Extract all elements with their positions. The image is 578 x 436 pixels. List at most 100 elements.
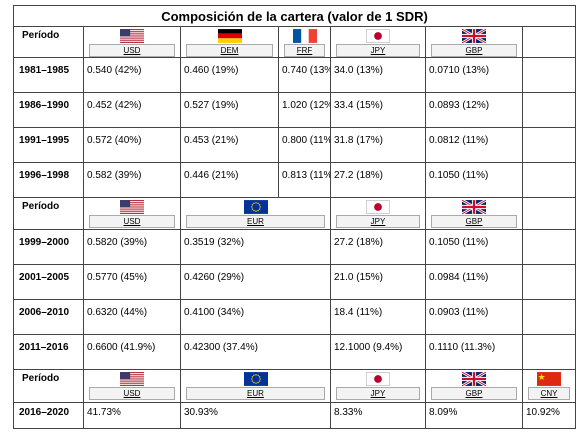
currency-code[interactable]: GBP (431, 215, 517, 228)
period-cell: 1996–1998 (13, 162, 84, 198)
flag (462, 200, 486, 214)
value-cell: 0.1050 (11%) (425, 229, 523, 265)
empty-cell (521, 334, 577, 370)
value-cell: 0.813 (11%) (278, 162, 331, 198)
data-row: 1986–1990 0.452 (42%) 0.527 (19%) 1.020 (12… (13, 92, 577, 128)
currency-header: EUR (180, 197, 331, 230)
flag (244, 200, 268, 214)
flag (120, 372, 144, 386)
value-cell: 41.73% (83, 402, 181, 429)
value-cell: 0.446 (21%) (180, 162, 279, 198)
empty-cell (521, 264, 577, 300)
data-row: 1999–2000 0.5820 (39%) 0.3519 (32%) 27.2 (1… (13, 229, 577, 265)
header-row: Período USD DEM FRF JPY GBP (13, 26, 577, 58)
value-cell: 0.1110 (11.3%) (425, 334, 523, 370)
value-cell: 0.582 (39%) (83, 162, 181, 198)
value-cell: 0.0812 (11%) (425, 127, 523, 163)
value-cell: 34.0 (13%) (330, 57, 426, 93)
currency-header: GBP (425, 197, 523, 230)
value-cell: 0.0710 (13%) (425, 57, 523, 93)
currency-code[interactable]: JPY (336, 215, 420, 228)
currency-code[interactable]: USD (89, 44, 175, 57)
period-cell: 1999–2000 (13, 229, 84, 265)
empty-cell (521, 92, 577, 128)
empty-cell (521, 127, 577, 163)
flag (366, 372, 390, 386)
value-cell: 0.4260 (29%) (180, 264, 331, 300)
currency-header: GBP (425, 26, 523, 58)
currency-code[interactable]: JPY (336, 44, 420, 57)
currency-code[interactable]: USD (89, 215, 175, 228)
currency-header: DEM (180, 26, 279, 58)
flag (293, 29, 317, 43)
flag (537, 372, 561, 386)
value-cell: 0.0984 (11%) (425, 264, 523, 300)
currency-code[interactable]: USD (89, 387, 175, 400)
value-cell: 1.020 (12%) (278, 92, 331, 128)
data-row: 2001–2005 0.5770 (45%) 0.4260 (29%) 21.0 (1… (13, 264, 577, 300)
value-cell: 0.452 (42%) (83, 92, 181, 128)
currency-header: GBP (425, 369, 523, 403)
value-cell: 0.1050 (11%) (425, 162, 523, 198)
value-cell: 8.09% (425, 402, 523, 429)
currency-code[interactable]: FRF (284, 44, 325, 57)
flag (244, 372, 268, 386)
currency-code[interactable]: CNY (528, 387, 571, 400)
empty-cell (521, 299, 577, 335)
currency-header: EUR (180, 369, 331, 403)
value-cell: 27.2 (18%) (330, 229, 426, 265)
flag (366, 29, 390, 43)
currency-header: JPY (330, 369, 426, 403)
currency-code[interactable]: GBP (431, 44, 517, 57)
value-cell: 0.0903 (11%) (425, 299, 523, 335)
currency-code[interactable]: GBP (431, 387, 517, 400)
currency-header: JPY (330, 26, 426, 58)
header-row: Período USD EUR JPY GBP CNY (13, 369, 577, 403)
value-cell: 0.6320 (44%) (83, 299, 181, 335)
data-row: 1996–1998 0.582 (39%) 0.446 (21%) 0.813 (11… (13, 162, 577, 198)
value-cell: 21.0 (15%) (330, 264, 426, 300)
value-cell: 10.92% (521, 402, 577, 429)
period-cell: 1991–1995 (13, 127, 84, 163)
currency-header: USD (83, 369, 181, 403)
flag (462, 372, 486, 386)
value-cell: 0.453 (21%) (180, 127, 279, 163)
period-header: Período (13, 26, 84, 58)
currency-code[interactable]: EUR (186, 215, 325, 228)
value-cell: 0.540 (42%) (83, 57, 181, 93)
flag (366, 200, 390, 214)
data-row: 2016–2020 41.73% 30.93% 8.33% 8.09% 10.92% (13, 402, 577, 429)
currency-header: JPY (330, 197, 426, 230)
data-row: 1991–1995 0.572 (40%) 0.453 (21%) 0.800 (11… (13, 127, 577, 163)
period-header: Período (13, 197, 84, 230)
value-cell: 0.740 (13%) (278, 57, 331, 93)
value-cell: 33.4 (15%) (330, 92, 426, 128)
data-row: 2011–2016 0.6600 (41.9%) 0.42300 (37.4%) 12… (13, 334, 577, 370)
value-cell: 0.5820 (39%) (83, 229, 181, 265)
value-cell: 0.800 (11%) (278, 127, 331, 163)
period-cell: 1981–1985 (13, 57, 84, 93)
header-row: Período USD EUR JPY GBP (13, 197, 577, 230)
empty-cell (521, 57, 577, 93)
value-cell: 31.8 (17%) (330, 127, 426, 163)
flag (120, 200, 144, 214)
empty-cell (521, 162, 577, 198)
data-row: 2006–2010 0.6320 (44%) 0.4100 (34%) 18.4 (1… (13, 299, 577, 335)
currency-header: FRF (278, 26, 331, 58)
value-cell: 0.42300 (37.4%) (180, 334, 331, 370)
currency-code[interactable]: DEM (186, 44, 273, 57)
flag (120, 29, 144, 43)
period-header: Período (13, 369, 84, 403)
value-cell: 0.572 (40%) (83, 127, 181, 163)
currency-code[interactable]: JPY (336, 387, 420, 400)
currency-code[interactable]: EUR (186, 387, 325, 400)
value-cell: 12.1000 (9.4%) (330, 334, 426, 370)
value-cell: 0.0893 (12%) (425, 92, 523, 128)
empty-header (521, 197, 577, 230)
currency-header: USD (83, 197, 181, 230)
value-cell: 0.5770 (45%) (83, 264, 181, 300)
period-cell: 1986–1990 (13, 92, 84, 128)
period-cell: 2001–2005 (13, 264, 84, 300)
period-cell: 2006–2010 (13, 299, 84, 335)
